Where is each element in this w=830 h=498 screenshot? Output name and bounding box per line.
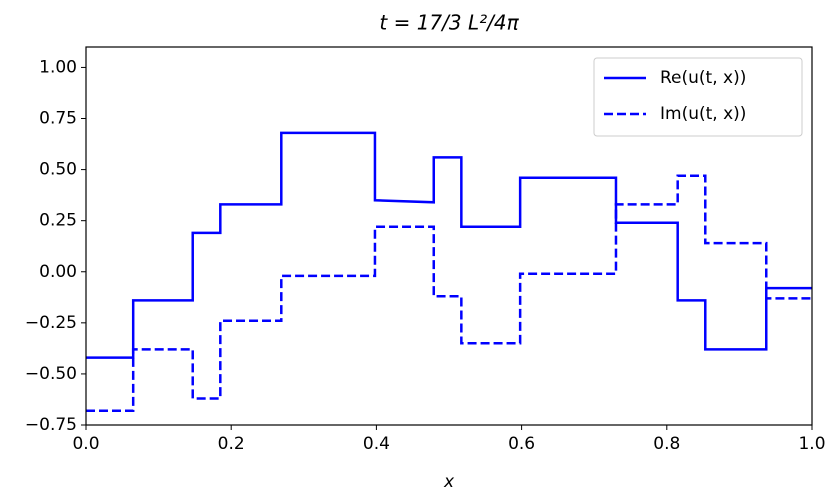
x-axis-label: x (443, 472, 455, 492)
x-tick-label: 0.6 (508, 434, 535, 454)
y-tick-label: 0.00 (39, 262, 77, 282)
y-tick-label: −0.25 (25, 313, 77, 333)
legend-label: Im(u(t, x)) (660, 104, 746, 124)
chart-title: t = 17/3 L²/4π (379, 11, 519, 35)
x-tick-label: 0.4 (363, 434, 390, 454)
series-line (86, 131, 812, 359)
y-tick-label: 0.75 (39, 109, 77, 129)
y-tick-label: 1.00 (39, 57, 77, 77)
y-tick-label: −0.50 (25, 364, 77, 384)
x-tick-label: 0.0 (72, 434, 99, 454)
x-tick-label: 1.0 (798, 434, 825, 454)
series-line (86, 174, 812, 412)
y-tick-label: 0.50 (39, 160, 77, 180)
x-tick-label: 0.8 (653, 434, 680, 454)
legend-label: Re(u(t, x)) (660, 68, 746, 88)
x-tick-label: 0.2 (218, 434, 245, 454)
y-tick-label: −0.75 (25, 415, 77, 435)
y-tick-label: 0.25 (39, 211, 77, 231)
axes-frame (85, 46, 813, 426)
